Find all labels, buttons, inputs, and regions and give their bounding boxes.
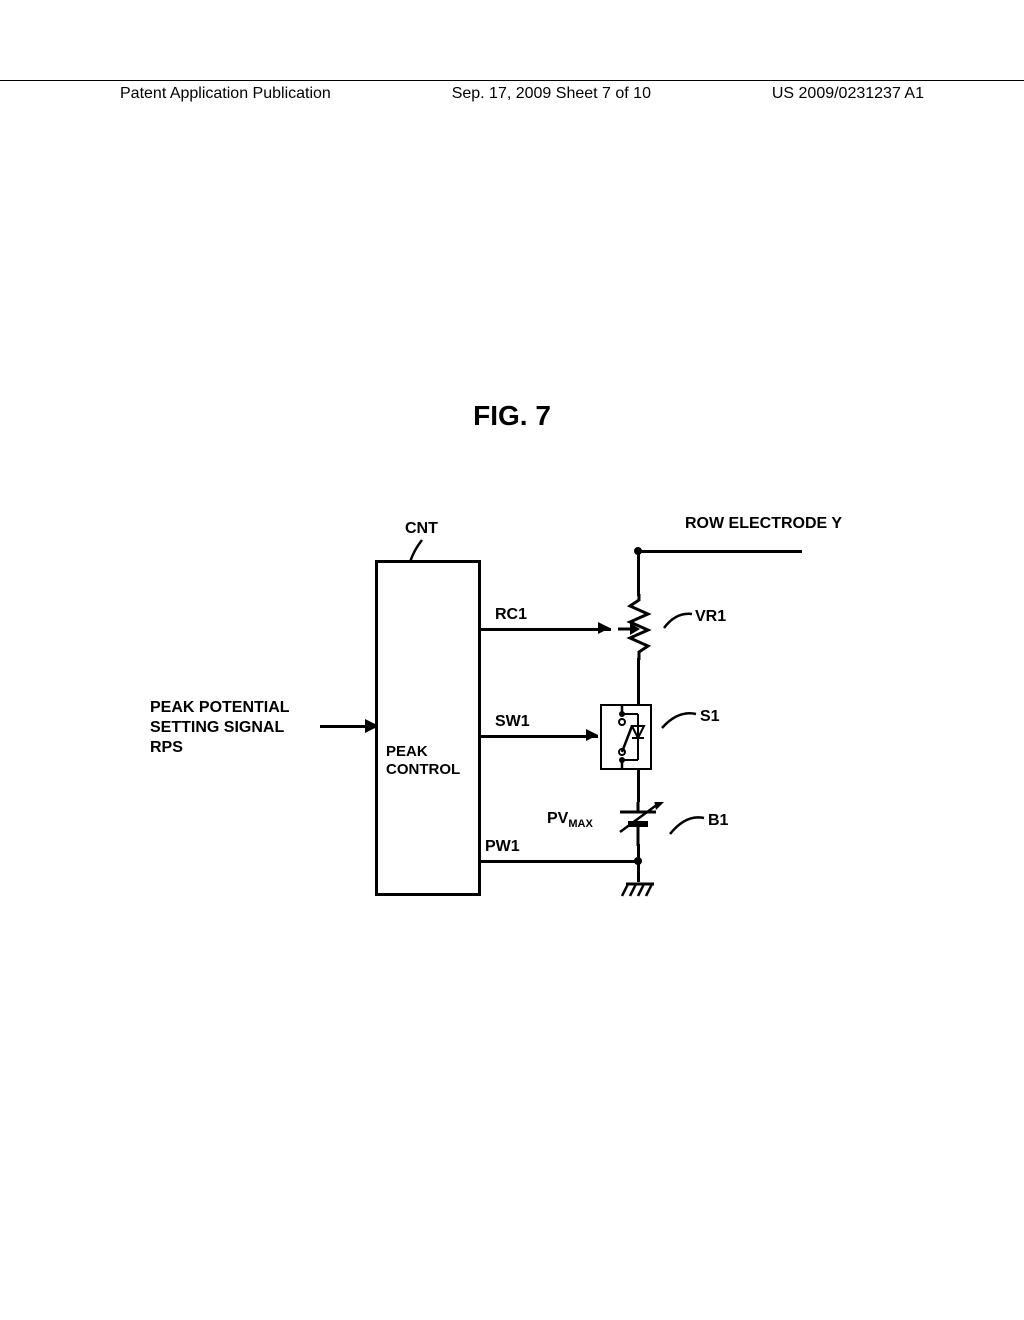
row-electrode-wire	[637, 550, 802, 553]
input-signal-label: PEAK POTENTIAL SETTING SIGNAL RPS	[150, 698, 290, 758]
ground-icon	[620, 880, 660, 904]
switch-internals-icon	[602, 706, 650, 768]
pvmax-label: PVMAX	[547, 810, 593, 830]
sw1-wire	[478, 735, 598, 738]
pw1-label: PW1	[485, 838, 520, 856]
s1-leader-icon	[660, 708, 700, 732]
variable-resistor-icon	[618, 594, 662, 660]
vr1-leader-icon	[662, 610, 696, 632]
b1-label: B1	[708, 812, 728, 830]
circuit-diagram: PEAK POTENTIAL SETTING SIGNAL RPS PEAK C…	[150, 520, 900, 940]
switch-s1-box	[600, 704, 652, 770]
peak-control-block: PEAK CONTROL	[375, 560, 481, 896]
peak-control-label: PEAK CONTROL	[386, 743, 460, 779]
figure-title: FIG. 7	[0, 400, 1024, 432]
vwire-ground	[637, 860, 640, 882]
sw1-arrow-icon	[586, 729, 598, 741]
b1-leader-icon	[668, 812, 708, 838]
rc1-arrow-icon	[598, 622, 610, 634]
sw1-label: SW1	[495, 713, 530, 731]
page-header: Patent Application Publication Sep. 17, …	[0, 80, 1024, 103]
pw1-wire	[478, 860, 638, 863]
vwire-mid1	[637, 658, 640, 704]
rc1-wire	[478, 628, 611, 631]
vwire-top	[637, 550, 640, 596]
s1-label: S1	[700, 708, 720, 726]
cnt-label: CNT	[405, 520, 438, 538]
power-source-icon	[606, 802, 676, 846]
row-electrode-label: ROW ELECTRODE Y	[685, 515, 842, 533]
vwire-mid2	[637, 768, 640, 802]
vr1-label: VR1	[695, 608, 726, 626]
header-middle: Sep. 17, 2009 Sheet 7 of 10	[452, 85, 651, 103]
header-left: Patent Application Publication	[120, 85, 331, 103]
header-right: US 2009/0231237 A1	[772, 85, 924, 103]
cnt-leader-icon	[408, 538, 438, 566]
rc1-label: RC1	[495, 606, 527, 624]
